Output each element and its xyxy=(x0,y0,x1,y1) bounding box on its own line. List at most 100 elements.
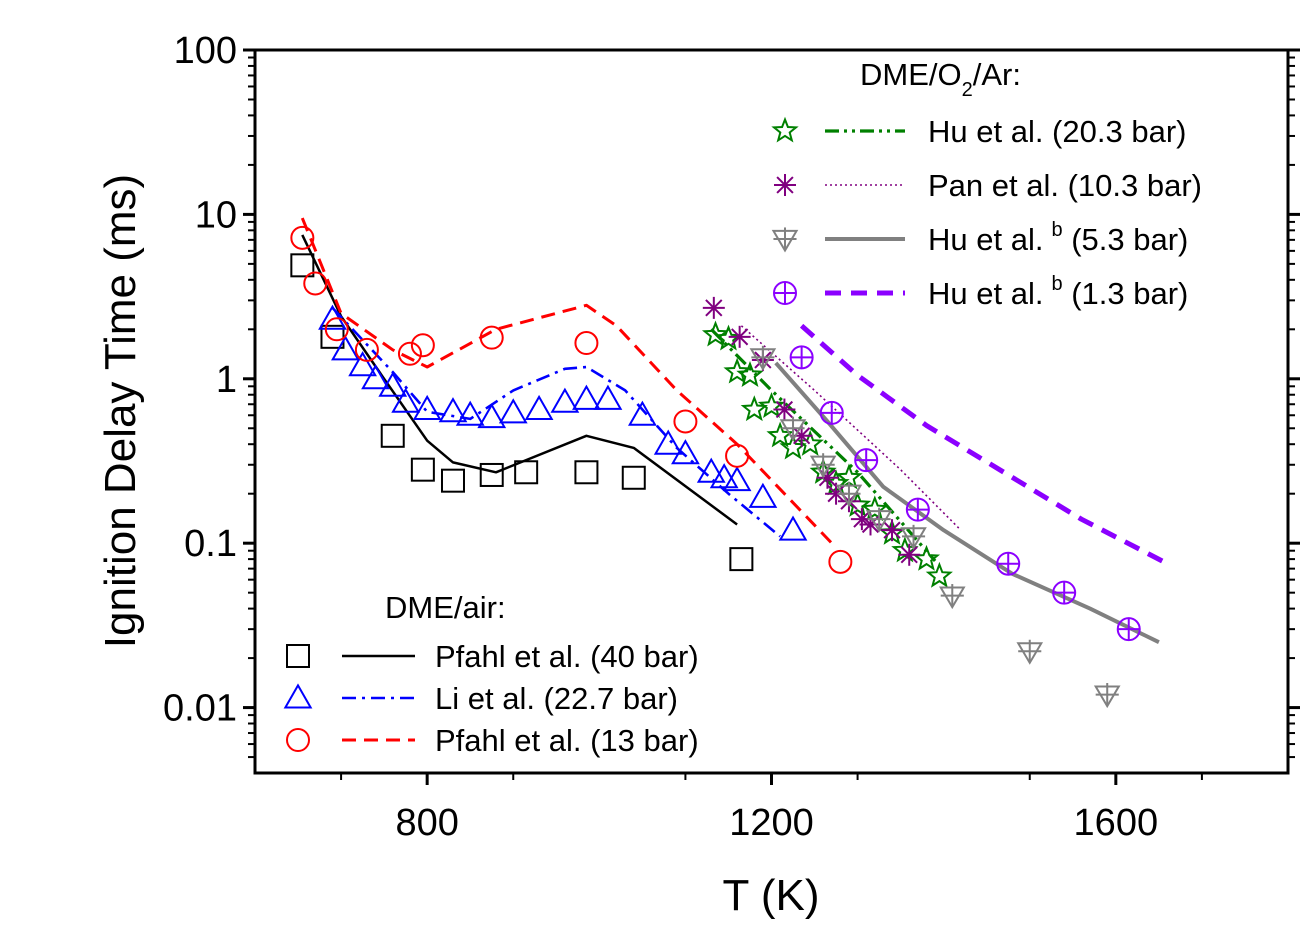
data-point xyxy=(819,400,844,425)
data-point xyxy=(1052,580,1077,605)
data-point xyxy=(498,398,528,424)
data-point xyxy=(479,462,504,487)
data-point xyxy=(477,403,507,429)
legend-entry: Hu et al. (20.3 bar) xyxy=(771,114,1186,149)
data-point xyxy=(621,465,646,490)
data-point xyxy=(397,341,422,366)
legend-marker xyxy=(771,227,799,253)
x-axis: 800 1200 1600 xyxy=(340,773,1203,844)
y-tick-label: 100 xyxy=(174,30,237,72)
model-curves xyxy=(300,217,1169,644)
marker-series xyxy=(749,345,1121,709)
data-point xyxy=(574,331,599,356)
marker-series xyxy=(318,304,808,541)
data-point xyxy=(722,466,752,492)
data-point xyxy=(671,439,700,465)
data-point xyxy=(572,384,601,410)
legend-label: Hu et al. b (5.3 bar) xyxy=(928,219,1188,257)
x-axis-title: T (K) xyxy=(723,871,820,920)
data-point xyxy=(778,515,808,541)
model-curve xyxy=(740,325,962,531)
legend-marker xyxy=(286,728,310,752)
data-point xyxy=(709,463,739,489)
legend-marker xyxy=(771,116,799,143)
x-tick-label: 800 xyxy=(395,802,458,844)
data-point xyxy=(835,482,863,508)
data-point xyxy=(1116,617,1141,642)
data-point xyxy=(380,423,405,448)
legend-entry: Pfahl et al. (13 bar) xyxy=(286,723,699,758)
model-curve xyxy=(331,307,781,538)
legend-label: Pfahl et al. (40 bar) xyxy=(435,639,699,674)
y-tick-label: 0.01 xyxy=(163,688,237,730)
data-point xyxy=(410,333,435,358)
data-point xyxy=(740,395,768,422)
legend-entry: Li et al. (22.7 bar) xyxy=(283,681,678,716)
legend-marker xyxy=(283,683,313,709)
legend-marker xyxy=(773,281,797,305)
data-point xyxy=(898,543,921,566)
data-point xyxy=(290,225,315,250)
data-point xyxy=(524,394,554,421)
legend-entries-top: Hu et al. (20.3 bar) Pan et al. (10.3 bar… xyxy=(771,114,1202,311)
data-point xyxy=(905,497,930,522)
data-point xyxy=(410,457,435,482)
legend-heading-bottom: DME/air: xyxy=(385,590,506,625)
data-point xyxy=(748,482,778,508)
data-point xyxy=(440,468,465,493)
data-point xyxy=(514,460,539,485)
data-point xyxy=(391,387,421,413)
legend-top-right: DME/O2/Ar: Hu et al. (20.3 bar) Pan et al… xyxy=(771,57,1202,311)
data-point xyxy=(809,453,837,479)
data-point xyxy=(773,398,796,421)
legend-entry: Hu et al. b (1.3 bar) xyxy=(773,273,1188,311)
data-point xyxy=(881,519,904,542)
legend-label: Pan et al. (10.3 bar) xyxy=(928,168,1202,203)
data-point xyxy=(303,271,328,296)
data-point xyxy=(723,357,751,384)
data-point xyxy=(354,337,379,362)
legend-marker xyxy=(774,174,796,196)
y-tick-label: 1 xyxy=(216,359,237,401)
marker-series xyxy=(290,225,853,574)
data-point xyxy=(628,400,657,426)
data-point xyxy=(779,416,807,442)
data-point xyxy=(455,400,485,426)
model-curve xyxy=(799,323,1169,566)
legend-heading-top: DME/O2/Ar: xyxy=(860,57,1021,101)
model-curve xyxy=(710,328,937,562)
data-point xyxy=(438,397,468,423)
model-curve xyxy=(300,217,833,545)
x-tick-label: 1600 xyxy=(1074,802,1159,844)
data-point xyxy=(412,394,442,421)
data-point xyxy=(696,457,726,483)
data-point xyxy=(550,387,580,413)
data-point xyxy=(736,361,764,387)
data-point xyxy=(1016,639,1044,665)
x-tick-label: 1200 xyxy=(729,802,814,844)
data-point xyxy=(593,384,623,410)
data-point xyxy=(479,325,504,350)
data-point xyxy=(701,320,730,347)
data-point xyxy=(757,392,786,418)
data-point xyxy=(378,371,408,397)
y-axis-title: Ignition Delay Time (ms) xyxy=(96,174,145,648)
data-point xyxy=(749,345,777,371)
data-point xyxy=(361,364,390,390)
data-point xyxy=(653,429,683,455)
data-point xyxy=(348,351,377,377)
data-point xyxy=(673,409,698,434)
y-axis: 0.01 0.1 1 10 100 xyxy=(163,30,1300,759)
legend-marker xyxy=(286,644,310,668)
data-point xyxy=(702,296,725,319)
data-point xyxy=(729,547,754,572)
data-markers xyxy=(290,225,1141,709)
legend-label: Li et al. (22.7 bar) xyxy=(435,681,678,716)
legend-entry: Pfahl et al. (40 bar) xyxy=(286,639,699,674)
marker-series xyxy=(789,345,1141,642)
data-point xyxy=(861,495,889,522)
data-point xyxy=(938,584,966,610)
data-point xyxy=(996,551,1021,576)
data-point xyxy=(574,460,599,485)
